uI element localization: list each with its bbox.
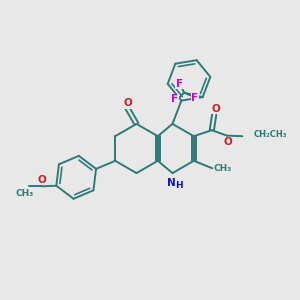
Text: O: O bbox=[38, 175, 46, 185]
Text: F: F bbox=[191, 93, 199, 103]
Text: O: O bbox=[211, 103, 220, 114]
Text: N: N bbox=[167, 178, 176, 188]
Text: O: O bbox=[124, 98, 133, 108]
Text: F: F bbox=[176, 79, 183, 88]
Text: H: H bbox=[175, 181, 182, 190]
Text: CH₂CH₃: CH₂CH₃ bbox=[254, 130, 287, 140]
Text: O: O bbox=[223, 137, 232, 147]
Text: CH₃: CH₃ bbox=[15, 189, 33, 198]
Text: CH₃: CH₃ bbox=[214, 164, 232, 173]
Text: F: F bbox=[171, 94, 178, 104]
